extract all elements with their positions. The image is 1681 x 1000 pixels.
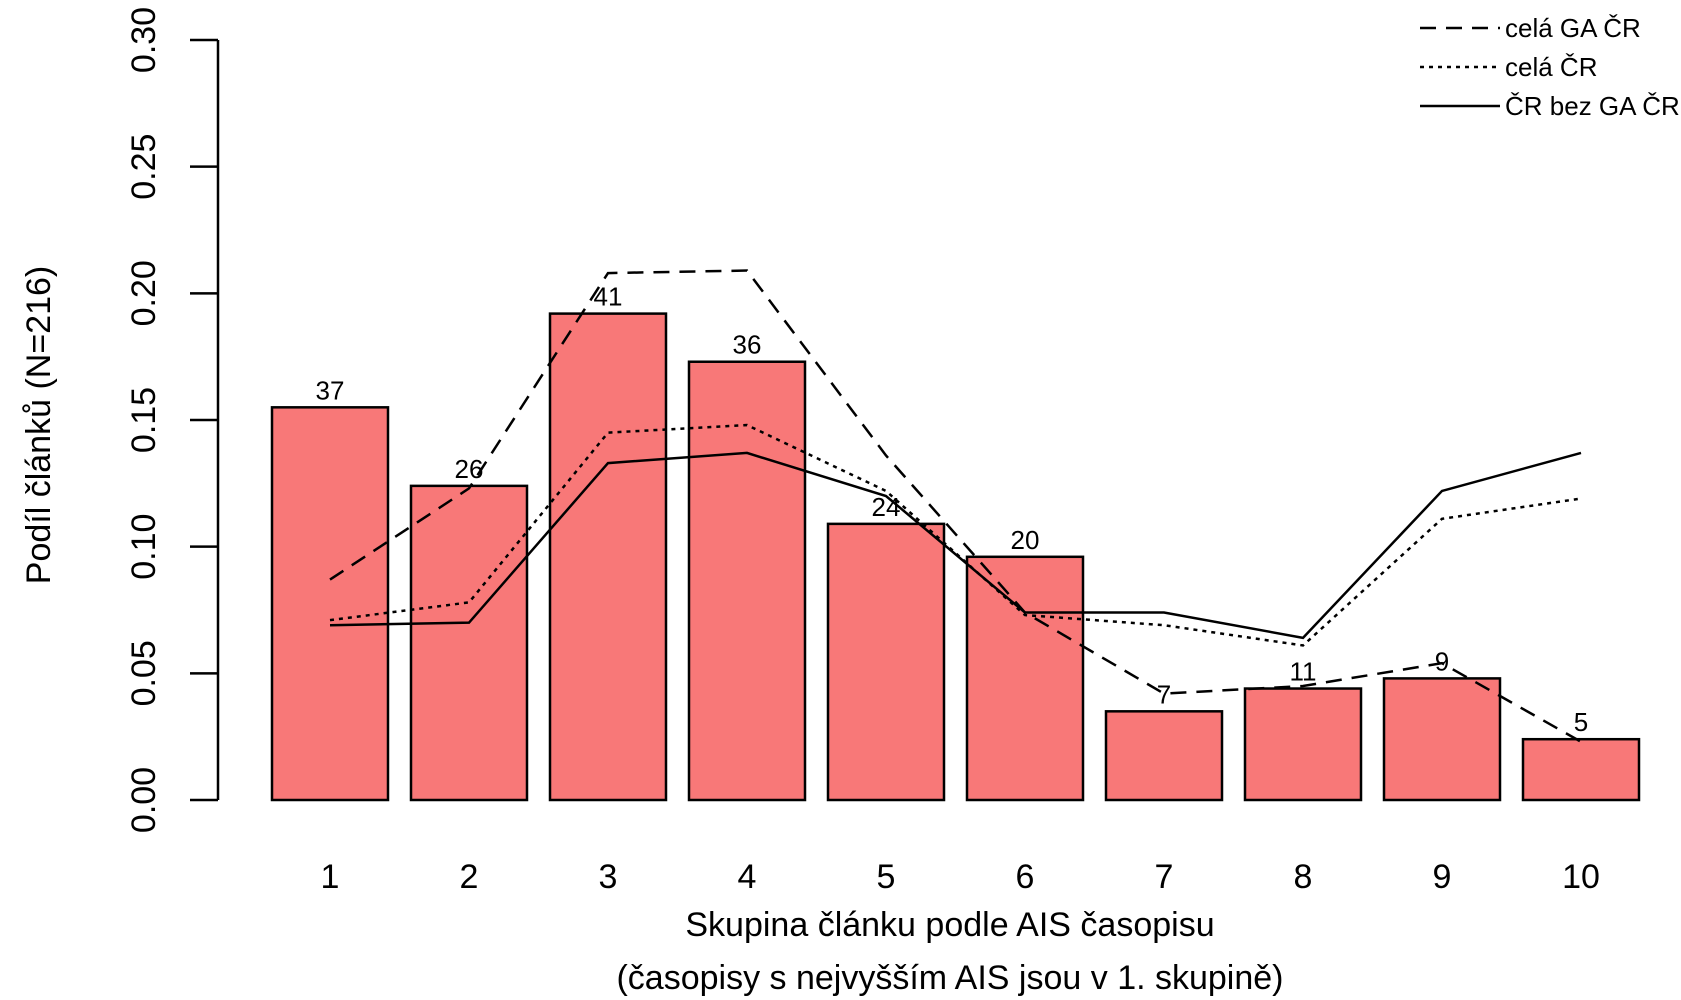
- bar: [1243, 687, 1363, 802]
- bar: [409, 484, 529, 802]
- x-tick-label: 2: [460, 858, 479, 896]
- legend-label-2: celá ČR: [1505, 52, 1597, 82]
- x-tick-label: 9: [1433, 858, 1452, 896]
- y-tick-label: 0.25: [125, 134, 163, 200]
- y-axis-title: Podíl článků (N=216): [20, 266, 58, 584]
- bar-count-label: 20: [1011, 525, 1040, 555]
- x-axis: 1 2 3 4 5 6 7 8 9 10: [321, 858, 1600, 896]
- x-tick-label: 1: [321, 858, 340, 896]
- bar-count-label: 36: [733, 330, 762, 360]
- x-tick-label: 4: [738, 858, 757, 896]
- x-axis-title-line-2: (časopisy s nejvyšším AIS jsou v 1. skup…: [616, 959, 1283, 997]
- series-line-1: [329, 269, 1582, 743]
- series-lines: [329, 269, 1582, 743]
- legend-label-1: celá GA ČR: [1505, 13, 1641, 43]
- x-tick-label: 7: [1155, 858, 1174, 896]
- bar-count-label: 9: [1435, 646, 1449, 676]
- x-tick-label: 6: [1016, 858, 1035, 896]
- legend-label-3: ČR bez GA ČR: [1505, 91, 1680, 121]
- y-tick-label: 0.00: [125, 767, 163, 833]
- bar-count-label: 5: [1574, 707, 1588, 737]
- y-tick-label: 0.15: [125, 387, 163, 453]
- bar: [965, 555, 1085, 802]
- bar-count-label: 41: [594, 282, 623, 312]
- y-tick-label: 0.30: [125, 7, 163, 73]
- bar: [548, 312, 668, 802]
- x-tick-label: 8: [1294, 858, 1313, 896]
- bar: [270, 406, 390, 802]
- x-tick-label: 5: [877, 858, 896, 896]
- x-axis-title-line-1: Skupina článku podle AIS časopisu: [685, 906, 1214, 944]
- bar: [687, 360, 807, 802]
- y-tick-label: 0.05: [125, 640, 163, 706]
- bar-count-label: 37: [316, 375, 345, 405]
- bar: [1521, 737, 1641, 802]
- legend: celá GA ČR celá ČR ČR bez GA ČR: [1420, 13, 1680, 121]
- bar: [826, 522, 946, 802]
- x-tick-label: 10: [1562, 858, 1600, 896]
- bar-count-label: 11: [1290, 657, 1317, 687]
- series-line-3: [329, 451, 1582, 640]
- bar-count-label: 26: [455, 454, 484, 484]
- y-tick-label: 0.10: [125, 514, 163, 580]
- y-axis: 0.00 0.05 0.10 0.15 0.20 0.25 0.30: [125, 7, 220, 833]
- bar-count-label: 7: [1157, 679, 1171, 709]
- x-tick-label: 3: [599, 858, 618, 896]
- bar: [1382, 677, 1502, 802]
- bar: [1104, 710, 1224, 802]
- y-tick-label: 0.20: [125, 260, 163, 326]
